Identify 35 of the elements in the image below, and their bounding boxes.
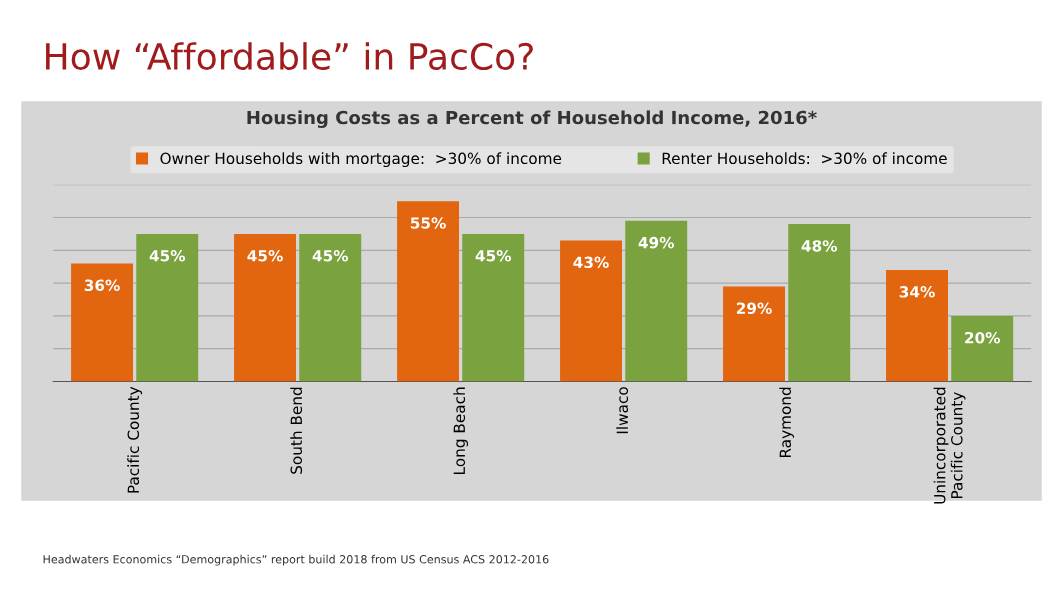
data-label: 34% [899,286,935,298]
data-label: 45% [312,249,349,262]
legend-label: Owner Households with mortgage: >30% of income [160,152,562,168]
data-label: 43% [573,256,609,269]
data-label: 45% [149,249,186,262]
data-label: 20% [965,331,1001,344]
bar [951,315,1014,382]
bar [886,269,948,382]
x-tick-label: Unincorporated Pacific County [933,387,966,504]
x-tick-label: South Bend [290,387,303,474]
x-tick-label: Ilwaco [616,387,629,434]
x-tick-label: Long Beach [453,387,469,474]
data-label: 45% [247,249,283,262]
chart-subtitle: Housing Costs as a Percent of Household Income, 2016* [247,110,817,129]
chart-title: How “Affordable” in PacCo? [46,42,533,71]
bar [788,224,851,382]
bar [234,233,297,382]
data-label: 49% [638,236,675,249]
bar [136,233,199,382]
data-label: 55% [410,217,446,229]
bar [625,220,688,382]
legend-label: Renter Households: >30% of income [662,152,947,165]
text: Headwaters Economics “Demographics” report build 2018 from US Census ACS 2012-2016 [43,554,549,566]
bar [397,201,459,382]
bar [71,263,134,382]
data-label: 36% [84,279,120,292]
x-tick-label: Pacific County [127,386,143,493]
bar [560,240,622,382]
bar [723,286,785,382]
data-label: 45% [475,249,512,262]
x-tick-label: Raymond [779,387,795,458]
data-label: 48% [801,240,838,252]
bar [462,233,525,382]
bar [299,233,362,382]
data-label: 29% [736,302,772,314]
